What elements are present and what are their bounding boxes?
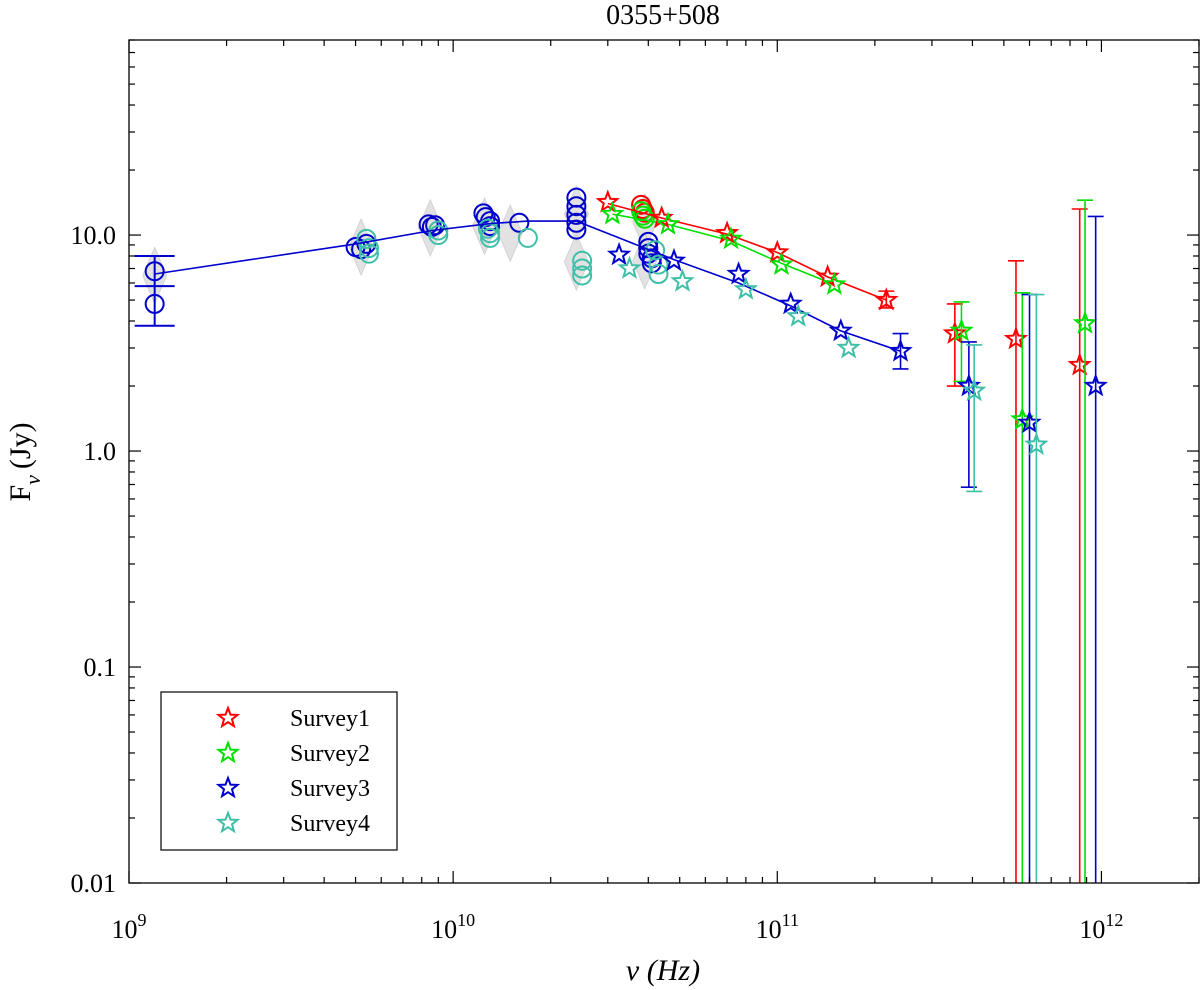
archival-blue-circle (425, 215, 446, 236)
legend-box (160, 691, 398, 851)
archival-teal-circle (648, 264, 669, 285)
data-point-star (600, 201, 625, 225)
x-tick-label: 1011 (756, 910, 799, 944)
data-point-star (595, 189, 621, 213)
y-axis-label-sub: ν (20, 475, 45, 485)
archival-blue-circle (566, 212, 587, 233)
data-point-star (888, 338, 913, 362)
chart-title: 0355+508 (606, 0, 720, 31)
archival-teal-circle (572, 265, 593, 286)
archival-teal-circle (480, 227, 501, 248)
data-point-star (949, 318, 974, 342)
data-point-star (655, 211, 681, 235)
archival-blue-circle (566, 204, 587, 225)
data-point-star (961, 377, 987, 402)
archival-blue-circle (144, 293, 165, 314)
data-point-star (828, 318, 854, 342)
x-axis-label: ν (Hz) (626, 954, 700, 987)
y-tick-labels: 0.01 0.1 1.0 10.0 (71, 221, 117, 898)
legend-marker-survey4 (215, 810, 241, 834)
data-point-star (1003, 326, 1029, 350)
archival-gray-diamond (497, 203, 523, 263)
series-survey2 (600, 199, 1098, 883)
archival-blue-circle (566, 196, 587, 217)
series-survey3 (606, 215, 1108, 883)
x-tick-label: 1012 (1079, 910, 1123, 944)
series-survey4 (617, 255, 1049, 883)
archival-teal-circle (572, 250, 593, 271)
x-tick-label: 109 (112, 910, 147, 944)
series-survey1 (595, 189, 1092, 883)
data-point-star (718, 226, 744, 250)
survey-series-layer (595, 189, 1108, 883)
data-point-star (1067, 352, 1092, 376)
archival-blue-circle (480, 211, 501, 232)
data-point-star (733, 276, 759, 300)
data-point-star (769, 251, 794, 276)
data-point-star (765, 239, 790, 263)
data-point-star (606, 241, 632, 266)
fit-line (154, 220, 901, 352)
data-point-star (1072, 310, 1098, 334)
archival-teal-circle (428, 225, 449, 246)
x-tick-labels: 109 1010 1011 1012 (112, 910, 1124, 944)
y-axis-label: Fν (Jy) (4, 422, 45, 501)
archival-teal-circle (517, 227, 538, 248)
data-point-star (874, 287, 899, 311)
legend-label-survey1: Survey1 (290, 706, 370, 732)
archival-teal-circle (645, 240, 666, 261)
data-point-star (822, 271, 847, 295)
y-tick-label: 10.0 (71, 221, 117, 250)
archival-blue-circle (641, 253, 662, 274)
data-point-star (670, 268, 695, 292)
archival-teal-circle (648, 254, 669, 275)
legend-marker-survey2 (215, 740, 241, 764)
data-point-star (785, 303, 811, 327)
archival-data-layer (134, 184, 669, 327)
data-point-star (836, 335, 861, 359)
legend-marker-survey1 (215, 705, 241, 729)
x-tick-label: 1010 (431, 910, 475, 944)
data-point-star (1024, 431, 1049, 456)
data-point-star (778, 291, 803, 315)
archival-blue-circle (480, 216, 501, 237)
svg-text:Fν(Jy): Fν (Jy) (4, 422, 45, 501)
data-point-star (714, 220, 740, 244)
y-tick-label: 0.01 (71, 869, 117, 898)
data-point-star (1083, 373, 1108, 397)
archival-teal-circle (358, 243, 379, 264)
archival-blue-circle (144, 261, 165, 282)
y-tick-label: 1.0 (84, 437, 117, 466)
legend-label-survey2: Survey2 (290, 741, 370, 767)
data-point-star (617, 255, 642, 279)
y-axis-label-unit: (Jy) (4, 422, 37, 469)
legend-label-survey3: Survey3 (290, 776, 370, 802)
archival-teal-circle (358, 238, 379, 259)
legend-label-survey4: Survey4 (290, 811, 370, 837)
archival-teal-circle (572, 258, 593, 279)
y-axis-label-main: F (4, 485, 37, 502)
archival-teal-circle (356, 228, 377, 249)
data-point-star (661, 247, 687, 272)
legend-marker-survey3 (215, 775, 241, 799)
axis-ticks (128, 39, 1200, 884)
data-point-star (726, 261, 751, 285)
y-tick-label: 0.1 (84, 653, 117, 682)
legend: Survey1 Survey2 Survey3 Survey4 (160, 691, 398, 851)
